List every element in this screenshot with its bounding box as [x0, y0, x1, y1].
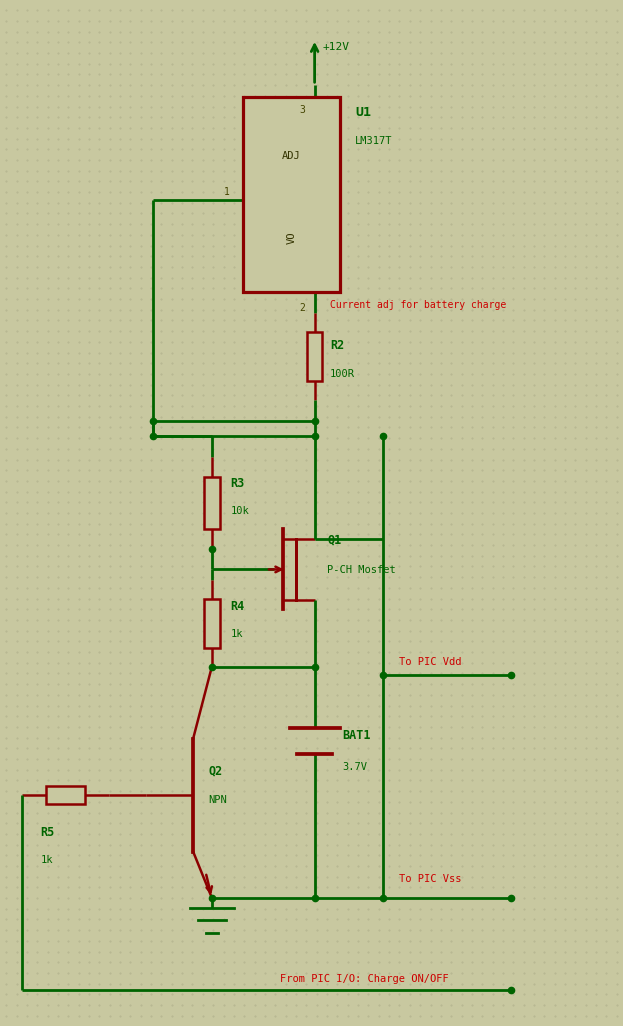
- Text: 1k: 1k: [231, 629, 243, 639]
- Text: Q1: Q1: [327, 534, 341, 547]
- Bar: [204, 599, 220, 647]
- Text: From PIC I/O: Charge ON/OFF: From PIC I/O: Charge ON/OFF: [280, 974, 449, 984]
- Text: Q2: Q2: [209, 764, 223, 778]
- Bar: [46, 786, 85, 804]
- Text: 3: 3: [299, 105, 305, 115]
- Text: ADJ: ADJ: [282, 151, 301, 161]
- Text: NPN: NPN: [209, 795, 227, 805]
- Bar: [307, 332, 323, 381]
- Text: +12V: +12V: [322, 42, 349, 52]
- Text: 1k: 1k: [40, 855, 53, 865]
- Text: 3.7V: 3.7V: [343, 761, 368, 772]
- Text: 1: 1: [224, 187, 230, 197]
- Text: Current adj for battery charge: Current adj for battery charge: [330, 300, 506, 310]
- Text: R5: R5: [40, 826, 55, 839]
- Text: To PIC Vss: To PIC Vss: [399, 874, 461, 884]
- Text: R2: R2: [330, 339, 345, 352]
- Bar: [243, 97, 340, 292]
- Text: R3: R3: [231, 477, 245, 490]
- Text: 100R: 100R: [330, 368, 355, 379]
- Text: LM317T: LM317T: [355, 135, 392, 146]
- Text: VO: VO: [286, 232, 297, 244]
- Bar: [204, 477, 220, 528]
- Text: 10k: 10k: [231, 506, 249, 516]
- Text: 2: 2: [299, 303, 305, 313]
- Text: R4: R4: [231, 600, 245, 614]
- Text: P-CH Mosfet: P-CH Mosfet: [327, 564, 396, 575]
- Text: U1: U1: [355, 106, 371, 119]
- Text: BAT1: BAT1: [343, 728, 371, 742]
- Text: To PIC Vdd: To PIC Vdd: [399, 657, 461, 667]
